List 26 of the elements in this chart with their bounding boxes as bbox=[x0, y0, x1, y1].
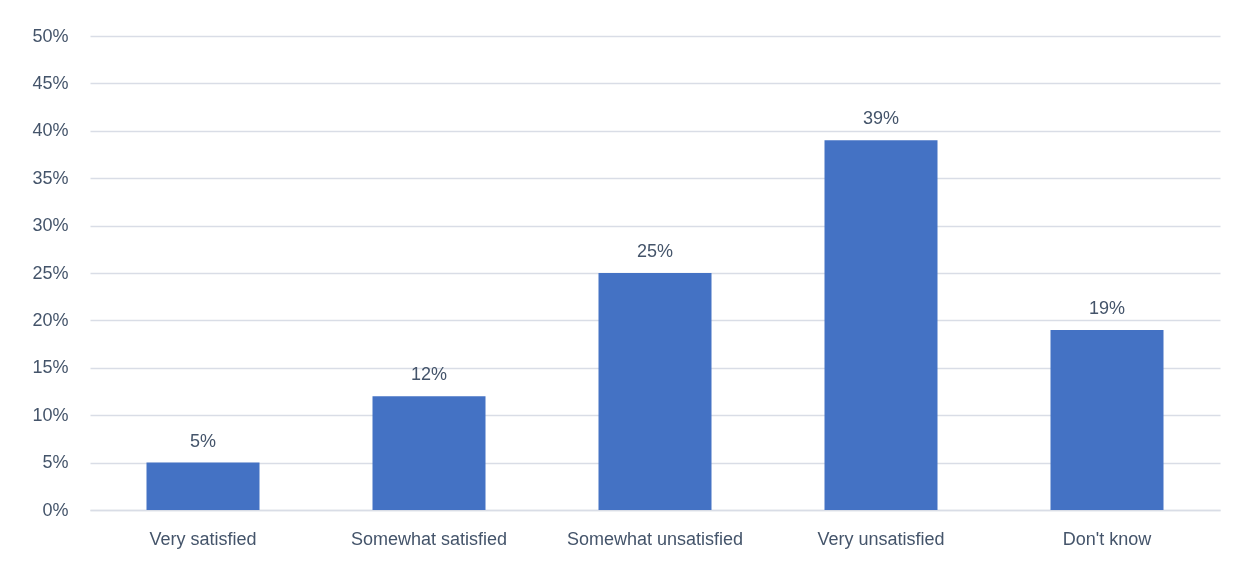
x-tick-label: Very unsatisfied bbox=[817, 528, 945, 549]
bar bbox=[146, 462, 260, 510]
y-tick-label: 20% bbox=[32, 309, 69, 330]
data-label: 5% bbox=[189, 430, 217, 451]
y-tick-label: 35% bbox=[32, 167, 69, 188]
x-tick-label: Somewhat satisfied bbox=[350, 528, 508, 549]
data-label: 25% bbox=[636, 241, 674, 261]
bar bbox=[1050, 329, 1164, 510]
y-tick-label: 10% bbox=[32, 404, 69, 425]
data-label: 19% bbox=[1088, 297, 1126, 318]
data-label: 12% bbox=[410, 364, 448, 385]
data-label: 39% bbox=[862, 108, 900, 129]
x-tick-label: Somewhat unsatisfied bbox=[566, 528, 744, 549]
y-tick-label: 50% bbox=[32, 25, 69, 46]
bar bbox=[598, 273, 712, 510]
y-tick-label: 25% bbox=[32, 262, 69, 283]
y-tick-label: 45% bbox=[32, 72, 69, 93]
bar bbox=[824, 140, 938, 510]
y-tick-label: 40% bbox=[32, 120, 69, 141]
y-tick-label: 5% bbox=[42, 452, 69, 473]
y-tick-label: 30% bbox=[32, 215, 69, 236]
y-tick-label: 15% bbox=[32, 357, 69, 378]
x-tick-label: Don't know bbox=[1062, 528, 1153, 549]
x-tick-label: Very satisfied bbox=[149, 528, 257, 549]
bar bbox=[372, 396, 486, 510]
y-tick-label: 0% bbox=[42, 499, 69, 520]
